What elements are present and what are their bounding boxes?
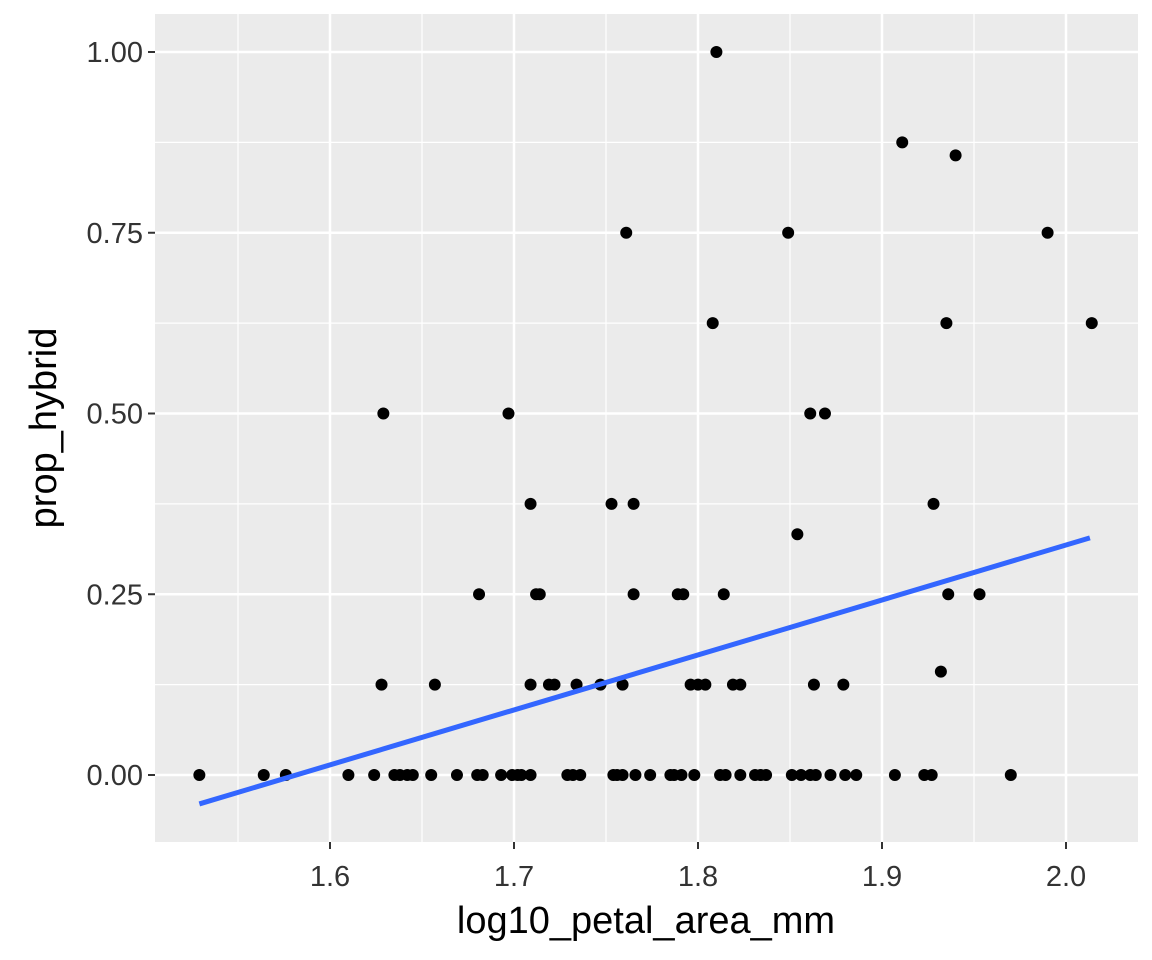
data-point bbox=[675, 769, 688, 781]
data-point bbox=[342, 769, 355, 781]
data-point bbox=[368, 769, 381, 781]
data-point bbox=[807, 678, 820, 691]
data-point bbox=[699, 678, 712, 691]
major-gridlines bbox=[155, 14, 1138, 842]
data-points bbox=[193, 46, 1098, 781]
data-point bbox=[1004, 769, 1017, 781]
data-point bbox=[629, 769, 642, 781]
y-tick-label: 0.50 bbox=[87, 399, 143, 431]
data-point bbox=[888, 769, 901, 781]
minor-gridlines bbox=[155, 14, 1138, 842]
data-point bbox=[940, 317, 953, 330]
data-point bbox=[824, 769, 837, 781]
data-point bbox=[193, 769, 206, 781]
data-point bbox=[949, 149, 962, 162]
data-point bbox=[533, 588, 546, 601]
data-point bbox=[804, 407, 817, 420]
data-point bbox=[257, 769, 270, 781]
x-tick-label: 1.8 bbox=[678, 861, 718, 893]
data-point bbox=[782, 226, 795, 239]
y-tick-label: 0.75 bbox=[87, 218, 143, 250]
data-point bbox=[719, 769, 732, 781]
data-point bbox=[677, 588, 690, 601]
data-point bbox=[734, 678, 747, 691]
data-point bbox=[450, 769, 463, 781]
data-point bbox=[791, 528, 804, 541]
y-tick-label: 0.25 bbox=[87, 579, 143, 611]
data-point bbox=[548, 678, 561, 691]
data-point bbox=[896, 136, 909, 149]
data-point bbox=[837, 678, 850, 691]
data-point bbox=[644, 769, 657, 781]
data-point bbox=[524, 769, 537, 781]
data-point bbox=[524, 497, 537, 510]
data-point bbox=[760, 769, 773, 781]
data-point bbox=[710, 46, 723, 58]
data-point bbox=[476, 769, 489, 781]
data-point bbox=[734, 769, 747, 781]
data-point bbox=[616, 678, 629, 691]
plot-panel bbox=[155, 14, 1138, 842]
data-point bbox=[1085, 317, 1098, 330]
data-point bbox=[406, 769, 419, 781]
data-point bbox=[377, 407, 390, 420]
data-point bbox=[627, 497, 640, 510]
data-point bbox=[524, 678, 537, 691]
data-point bbox=[495, 769, 508, 781]
data-point bbox=[839, 769, 852, 781]
data-point bbox=[375, 678, 388, 691]
data-point bbox=[502, 407, 515, 420]
data-point bbox=[473, 588, 486, 601]
data-point bbox=[706, 317, 719, 330]
data-point bbox=[809, 769, 822, 781]
x-axis: 1.6 1.7 1.8 1.9 2.0 bbox=[310, 842, 1086, 893]
data-point bbox=[688, 769, 701, 781]
data-point bbox=[942, 588, 955, 601]
data-point bbox=[574, 769, 587, 781]
data-point bbox=[1041, 226, 1054, 239]
data-point bbox=[795, 769, 808, 781]
data-point bbox=[785, 769, 798, 781]
data-point bbox=[627, 588, 640, 601]
data-point bbox=[717, 588, 730, 601]
y-tick-label: 1.00 bbox=[87, 37, 143, 69]
x-tick-label: 2.0 bbox=[1046, 861, 1086, 893]
data-point bbox=[428, 678, 441, 691]
data-point bbox=[934, 665, 947, 678]
data-point bbox=[616, 769, 629, 781]
data-point bbox=[973, 588, 986, 601]
x-tick-label: 1.6 bbox=[310, 861, 350, 893]
y-tick-label: 0.00 bbox=[87, 760, 143, 792]
data-point bbox=[425, 769, 438, 781]
y-axis-title: prop_hybrid bbox=[23, 328, 65, 529]
y-axis: 0.00 0.25 0.50 0.75 1.00 bbox=[87, 37, 155, 792]
x-axis-title: log10_petal_area_mm bbox=[457, 900, 835, 942]
data-point bbox=[818, 407, 831, 420]
data-point bbox=[620, 226, 633, 239]
data-point bbox=[927, 497, 940, 510]
trend-line bbox=[198, 535, 1091, 807]
x-tick-label: 1.9 bbox=[862, 861, 902, 893]
data-point bbox=[850, 769, 863, 781]
data-point bbox=[570, 678, 583, 691]
x-tick-label: 1.7 bbox=[494, 861, 534, 893]
data-point bbox=[515, 769, 528, 781]
data-point bbox=[925, 769, 938, 781]
data-point bbox=[605, 497, 618, 510]
